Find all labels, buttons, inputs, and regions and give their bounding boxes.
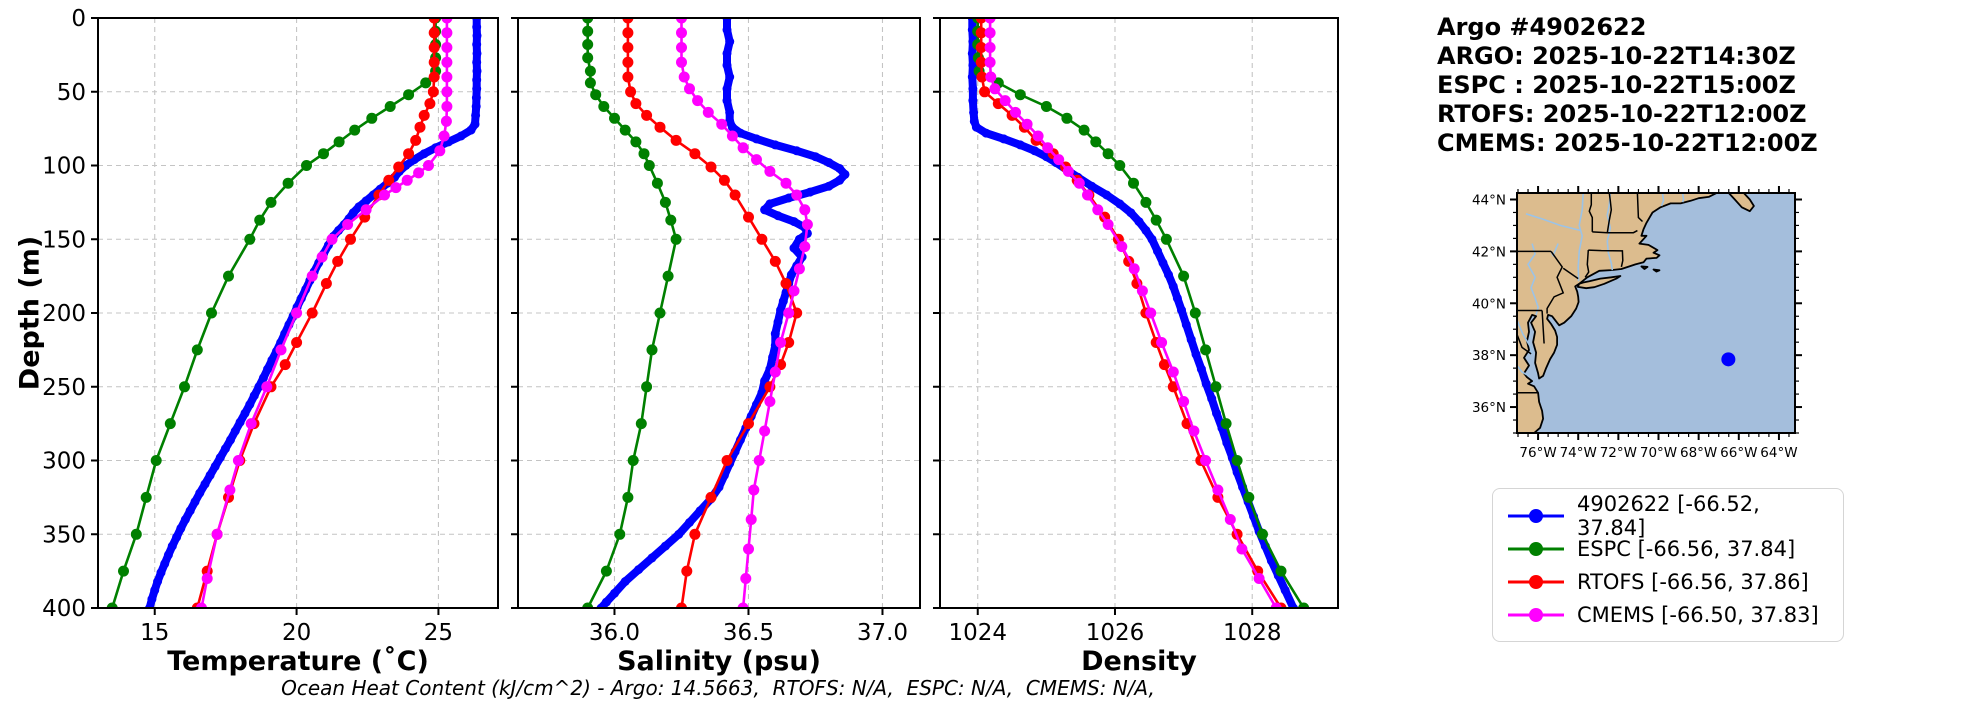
lat-tick-label: 38°N: [1472, 348, 1506, 364]
state-border: [1588, 193, 1594, 232]
river: [1606, 193, 1614, 271]
svg-text:0: 0: [71, 6, 86, 32]
svg-text:1024: 1024: [948, 620, 1007, 646]
float-id-title: Argo #4902622: [1437, 13, 1647, 41]
lat-tick-label: 36°N: [1472, 400, 1506, 416]
temperature-axis-title: Temperature (˚C): [167, 646, 429, 677]
density-axis-title: Density: [1081, 646, 1197, 677]
density-panel: 1024 1026 1028: [933, 17, 1339, 646]
state-border: [1541, 310, 1545, 344]
lon-tick-label: 70°W: [1640, 445, 1677, 461]
svg-text:400: 400: [42, 596, 86, 622]
island: [1640, 265, 1649, 270]
river: [1577, 193, 1584, 282]
legend-label: CMEMS [-66.50, 37.83]: [1577, 602, 1819, 627]
argo-line-swatch: [1508, 508, 1564, 523]
series-CMEMS: [196, 18, 453, 608]
svg-text:50: 50: [57, 80, 86, 106]
svg-text:20: 20: [282, 620, 311, 646]
svg-text:100: 100: [42, 154, 86, 180]
lon-tick-label: 76°W: [1519, 445, 1556, 461]
legend-label: RTOFS [-66.56, 37.86]: [1577, 569, 1809, 594]
svg-text:36.5: 36.5: [723, 620, 774, 646]
series-CMEMS: [676, 18, 813, 608]
legend-label: 4902622 [-66.52, 37.84]: [1577, 491, 1760, 540]
argo-timestamp: ARGO: 2025-10-22T14:30Z: [1437, 42, 1796, 70]
svg-text:1028: 1028: [1223, 620, 1282, 646]
river: [1527, 243, 1539, 316]
river: [1517, 365, 1530, 377]
y-axis-label: Depth (m): [14, 235, 46, 391]
svg-text:1026: 1026: [1086, 620, 1145, 646]
lat-tick-label: 42°N: [1472, 244, 1506, 260]
lon-tick-label: 68°W: [1680, 445, 1717, 461]
espc-timestamp: ESPC : 2025-10-22T15:00Z: [1437, 71, 1796, 99]
lon-tick-label: 72°W: [1600, 445, 1637, 461]
cmems-timestamp: CMEMS: 2025-10-22T12:00Z: [1437, 129, 1818, 157]
rtofs-line-swatch: [1508, 574, 1564, 589]
state-border: [1584, 250, 1590, 278]
river: [1525, 213, 1582, 232]
state-border: [1546, 250, 1565, 314]
info-header: Argo #4902622 ARGO: 2025-10-22T14:30Z ES…: [1437, 13, 1818, 158]
nova-scotia: [1727, 193, 1755, 213]
svg-text:300: 300: [42, 449, 86, 475]
location-map: 76°W 74°W 72°W 70°W 68°W 66°W 64°W 44°N 42°N 40°N…: [1472, 186, 1802, 461]
salinity-axis-title: Salinity (psu): [617, 646, 821, 677]
espc-line-swatch: [1508, 541, 1564, 556]
series-ESPC: [582, 18, 682, 608]
state-border: [1588, 249, 1624, 268]
cmems-line-swatch: [1508, 607, 1564, 622]
svg-text:15: 15: [140, 620, 169, 646]
float-location-marker: [1721, 352, 1736, 367]
state-border: [1562, 267, 1579, 280]
long-island: [1576, 275, 1622, 290]
state-border: [1517, 334, 1532, 355]
svg-text:25: 25: [424, 620, 453, 646]
island: [1652, 268, 1661, 273]
svg-text:200: 200: [42, 301, 86, 327]
lon-tick-label: 64°W: [1760, 445, 1797, 461]
svg-text:150: 150: [42, 227, 86, 253]
state-border: [1592, 229, 1638, 234]
svg-text:37.0: 37.0: [857, 620, 908, 646]
legend-item-rtofs: RTOFS [-66.56, 37.86]: [1505, 565, 1829, 598]
river: [1517, 319, 1533, 355]
svg-text:250: 250: [42, 375, 86, 401]
river: [1681, 193, 1685, 203]
lat-tick-label: 40°N: [1472, 296, 1506, 312]
ocean-heat-content-caption: Ocean Heat Content (kJ/cm^2) - Argo: 14.…: [281, 676, 1155, 700]
series-RTOFS: [622, 18, 803, 608]
legend: 4902622 [-66.52, 37.84] ESPC [-66.56, 37…: [1492, 488, 1844, 642]
state-border: [1606, 193, 1613, 233]
series-CMEMS: [984, 18, 1282, 608]
mainland: [1517, 193, 1718, 433]
lon-tick-label: 74°W: [1560, 445, 1597, 461]
legend-item-argo: 4902622 [-66.52, 37.84]: [1505, 492, 1829, 540]
legend-label: ESPC [-66.56, 37.84]: [1577, 536, 1796, 561]
rtofs-timestamp: RTOFS: 2025-10-22T12:00Z: [1437, 100, 1807, 128]
legend-item-cmems: CMEMS [-66.50, 37.83]: [1505, 598, 1829, 631]
salinity-panel: 36.0 36.5 37.0: [511, 17, 921, 646]
lon-tick-label: 66°W: [1720, 445, 1757, 461]
map-content: [1517, 193, 1755, 433]
river: [1660, 193, 1665, 207]
legend-item-espc: ESPC [-66.56, 37.84]: [1505, 532, 1829, 565]
svg-text:36.0: 36.0: [589, 620, 640, 646]
svg-text:350: 350: [42, 522, 86, 548]
lat-tick-label: 44°N: [1472, 192, 1506, 208]
state-border: [1636, 193, 1644, 223]
